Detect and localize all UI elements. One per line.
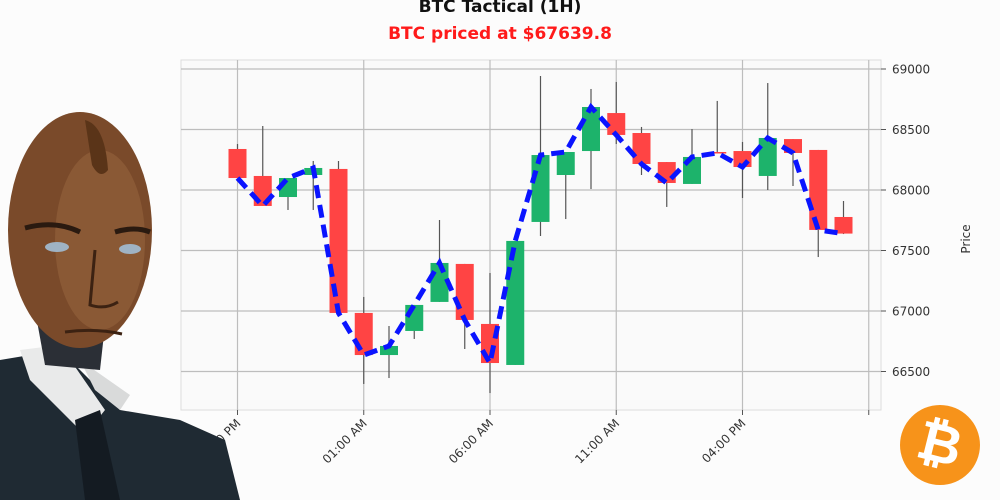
- left-eyebrow: [24, 222, 82, 235]
- chart-title: BTC Tactical (1H): [418, 0, 582, 17]
- y-tick-label: 66500: [892, 365, 930, 379]
- candle: [708, 152, 727, 154]
- candle: [531, 155, 550, 222]
- candle: [228, 148, 247, 179]
- bitcoin-logo: ₿: [900, 405, 980, 485]
- candle: [632, 133, 651, 164]
- candle: [582, 106, 600, 152]
- candle: [809, 149, 828, 230]
- shirt-collar-right: [80, 360, 130, 410]
- right-eye: [119, 244, 141, 254]
- x-tick-label: 01:00 AM: [320, 416, 370, 466]
- candle: [834, 216, 853, 234]
- candle: [329, 168, 348, 313]
- portrait-illustration: [0, 112, 240, 500]
- y-axis: 66500 67000 67500 68000 68500 69000: [881, 63, 930, 379]
- candle: [380, 345, 398, 356]
- x-tick-label: 11:00 AM: [572, 416, 622, 466]
- face-highlight: [55, 150, 145, 330]
- mouth: [64, 328, 123, 336]
- y-tick-label: 67000: [892, 305, 930, 319]
- x-tick-label: 06:00 AM: [446, 416, 496, 466]
- candle: [607, 113, 626, 135]
- close-price-line: [235, 102, 844, 370]
- plot-area: [180, 59, 882, 411]
- candle: [758, 137, 777, 176]
- candle: [455, 263, 474, 320]
- y-tick-label: 68500: [892, 123, 930, 137]
- bitcoin-icon: ₿: [911, 407, 969, 479]
- left-eye: [45, 242, 69, 252]
- nose: [88, 249, 119, 309]
- shirt-collar: [20, 345, 105, 435]
- y-tick-label: 69000: [892, 63, 930, 77]
- price-subtitle: BTC priced at $67639.8: [388, 24, 612, 44]
- x-tick-label: 04:00 PM: [699, 416, 748, 465]
- head-ridge: [85, 120, 108, 174]
- right-eyebrow: [114, 226, 151, 235]
- y-tick-label: 68000: [892, 184, 930, 198]
- y-tick-label: 67500: [892, 244, 930, 258]
- candle: [556, 152, 575, 175]
- neck-tie: [75, 410, 120, 500]
- y-axis-label: Price: [959, 224, 973, 253]
